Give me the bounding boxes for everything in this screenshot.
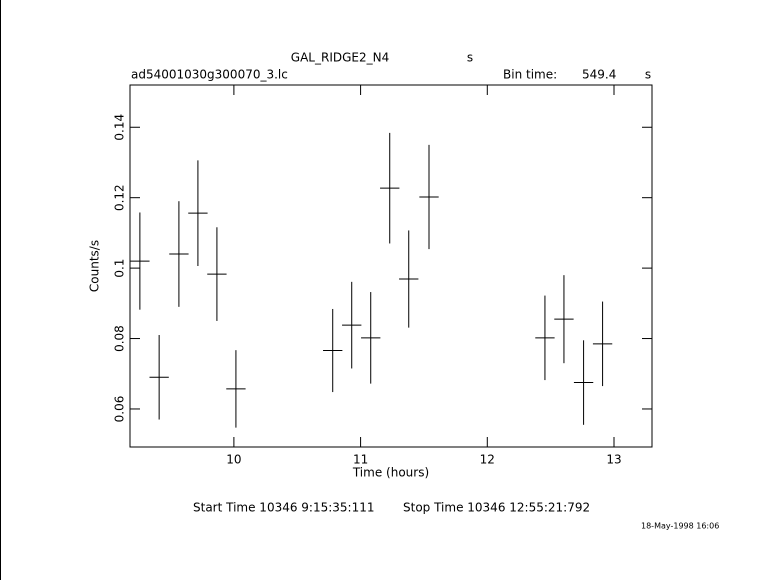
bin-time-unit: s bbox=[645, 68, 651, 82]
start-time: Start Time 10346 9:15:35:111 bbox=[193, 501, 375, 515]
x-tick-label: 13 bbox=[606, 453, 621, 467]
x-axis-label: Time (hours) bbox=[352, 466, 429, 480]
y-tick-label: 0.06 bbox=[113, 396, 127, 423]
y-tick-label: 0.14 bbox=[113, 114, 127, 141]
x-tick-label: 12 bbox=[480, 453, 495, 467]
x-tick-label: 11 bbox=[353, 453, 368, 467]
date: 18-May-1998 16:06 bbox=[641, 522, 719, 531]
stop-time: Stop Time 10346 12:55:21:792 bbox=[403, 501, 590, 515]
chart-title: GAL_RIDGE2_N4 bbox=[291, 51, 389, 65]
y-tick-label: 0.08 bbox=[113, 325, 127, 352]
y-axis-label: Counts/s bbox=[88, 240, 102, 292]
bin-time-label: Bin time: bbox=[503, 68, 557, 82]
bin-time: 549.4 bbox=[582, 68, 616, 82]
title-unit: s bbox=[467, 51, 473, 65]
y-tick-label: 0.12 bbox=[113, 184, 127, 211]
file-name: ad54001030g300070_3.lc bbox=[131, 68, 288, 82]
x-tick-label: 10 bbox=[226, 453, 241, 467]
plot-frame bbox=[129, 84, 653, 448]
y-tick-label: 0.1 bbox=[113, 259, 127, 278]
